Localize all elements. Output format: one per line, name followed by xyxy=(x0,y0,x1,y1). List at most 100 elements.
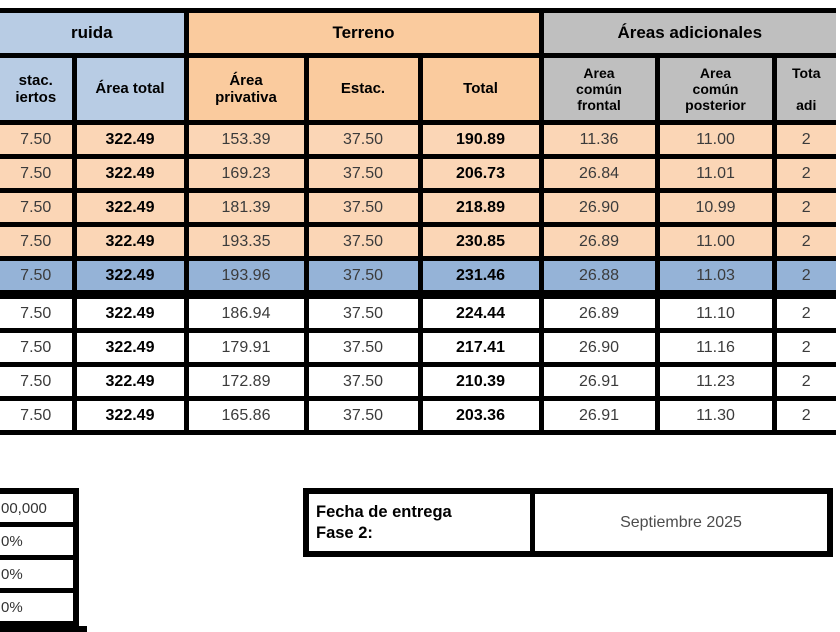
cell: 37.50 xyxy=(303,290,423,333)
table-row: 7.50 322.49 181.39 37.50 218.89 26.90 10… xyxy=(0,188,836,227)
delivery-date-box: Fecha de entrega Fase 2: Septiembre 2025 xyxy=(303,488,833,557)
summary-row-percent-partial: 0% xyxy=(0,527,73,555)
cell: 11.23 xyxy=(654,362,777,401)
cell: 7.50 xyxy=(0,256,77,297)
cell: 26.84 xyxy=(538,154,660,193)
cell: 7.50 xyxy=(0,188,77,227)
cell: 37.50 xyxy=(303,362,423,401)
cell: 37.50 xyxy=(303,222,423,261)
cell: 37.50 xyxy=(303,328,423,367)
cell: 37.50 xyxy=(303,396,423,435)
summary-row-percent-partial: 0% xyxy=(0,560,73,588)
cell: 172.89 xyxy=(183,362,309,401)
cell: 322.49 xyxy=(71,290,189,333)
col-header-area-total: Área total xyxy=(71,53,189,125)
partial-box-top-edge xyxy=(0,626,87,632)
spreadsheet-table: ruida Terreno Áreas adicionales stac. ie… xyxy=(0,8,836,435)
cell-partial: 2 xyxy=(771,188,836,227)
table-row: 7.50 322.49 179.91 37.50 217.41 26.90 11… xyxy=(0,328,836,367)
cell-partial: 2 xyxy=(771,222,836,261)
cell: 193.96 xyxy=(183,256,309,297)
col-header-total-adicionales-partial: Tota adi xyxy=(771,53,836,125)
cell: 7.50 xyxy=(0,290,77,333)
cell: 26.88 xyxy=(538,256,660,297)
cell: 322.49 xyxy=(71,328,189,367)
col-header-total: Total xyxy=(417,53,544,125)
col-header-area-comun-frontal: Area común frontal xyxy=(538,53,660,125)
cell: 10.99 xyxy=(654,188,777,227)
cell: 224.44 xyxy=(417,290,544,333)
cell: 322.49 xyxy=(71,396,189,435)
group-header-row: ruida Terreno Áreas adicionales xyxy=(0,8,836,58)
cell: 190.89 xyxy=(417,120,544,159)
cell: 11.00 xyxy=(654,222,777,261)
cell: 231.46 xyxy=(417,256,544,297)
cell-partial: 2 xyxy=(771,120,836,159)
cell: 26.91 xyxy=(538,362,660,401)
cell: 322.49 xyxy=(71,222,189,261)
cell: 169.23 xyxy=(183,154,309,193)
table-row: 7.50 322.49 193.35 37.50 230.85 26.89 11… xyxy=(0,222,836,261)
cell: 26.90 xyxy=(538,188,660,227)
col-header-area-privativa: Área privativa xyxy=(183,53,309,125)
cell: 322.49 xyxy=(71,256,189,297)
cell: 11.36 xyxy=(538,120,660,159)
cell-partial: 2 xyxy=(771,256,836,297)
cell: 26.91 xyxy=(538,396,660,435)
cell: 186.94 xyxy=(183,290,309,333)
table-row: 7.50 322.49 172.89 37.50 210.39 26.91 11… xyxy=(0,362,836,401)
summary-row-percent-partial: 0% xyxy=(0,593,73,621)
cell: 11.01 xyxy=(654,154,777,193)
cell: 7.50 xyxy=(0,222,77,261)
table-row: 7.50 322.49 165.86 37.50 203.36 26.91 11… xyxy=(0,396,836,435)
cell: 322.49 xyxy=(71,120,189,159)
cell: 165.86 xyxy=(183,396,309,435)
cell: 11.03 xyxy=(654,256,777,297)
cell-partial: 2 xyxy=(771,154,836,193)
cell-partial: 2 xyxy=(771,328,836,367)
cell: 203.36 xyxy=(417,396,544,435)
col-header-area-comun-posterior: Area común posterior xyxy=(654,53,777,125)
cell: 217.41 xyxy=(417,328,544,367)
cell: 210.39 xyxy=(417,362,544,401)
cell: 37.50 xyxy=(303,154,423,193)
summary-row-amount-partial: 00,000 xyxy=(0,494,73,522)
price-summary-box-partial: 00,000 0% 0% 0% xyxy=(0,488,79,627)
cell-partial: 2 xyxy=(771,290,836,333)
cell: 7.50 xyxy=(0,396,77,435)
cell: 179.91 xyxy=(183,328,309,367)
cell-partial: 2 xyxy=(771,362,836,401)
cell: 193.35 xyxy=(183,222,309,261)
cell: 7.50 xyxy=(0,120,77,159)
cell-partial: 2 xyxy=(771,396,836,435)
cell: 7.50 xyxy=(0,154,77,193)
cell: 11.00 xyxy=(654,120,777,159)
column-header-row: stac. iertos Área total Área privativa E… xyxy=(0,53,836,125)
table-row-highlighted: 7.50 322.49 193.96 37.50 231.46 26.88 11… xyxy=(0,256,836,297)
delivery-date-label: Fecha de entrega Fase 2: xyxy=(309,494,535,551)
cell: 322.49 xyxy=(71,154,189,193)
header-terreno: Terreno xyxy=(183,8,544,58)
delivery-date-value: Septiembre 2025 xyxy=(620,513,742,531)
cell: 37.50 xyxy=(303,256,423,297)
cell: 11.30 xyxy=(654,396,777,435)
col-header-estac: Estac. xyxy=(303,53,423,125)
cell: 206.73 xyxy=(417,154,544,193)
cell: 26.90 xyxy=(538,328,660,367)
table-row: 7.50 322.49 169.23 37.50 206.73 26.84 11… xyxy=(0,154,836,193)
table-row: 7.50 322.49 153.39 37.50 190.89 11.36 11… xyxy=(0,120,836,159)
cell: 11.10 xyxy=(654,290,777,333)
cell: 37.50 xyxy=(303,120,423,159)
cell: 7.50 xyxy=(0,362,77,401)
cell: 230.85 xyxy=(417,222,544,261)
cell: 26.89 xyxy=(538,222,660,261)
cell: 153.39 xyxy=(183,120,309,159)
cell: 218.89 xyxy=(417,188,544,227)
cell: 181.39 xyxy=(183,188,309,227)
cell: 11.16 xyxy=(654,328,777,367)
cell: 7.50 xyxy=(0,328,77,367)
cell: 322.49 xyxy=(71,188,189,227)
header-construida-partial: ruida xyxy=(0,8,189,58)
col-header-estac-partial: stac. iertos xyxy=(0,53,77,125)
cell: 322.49 xyxy=(71,362,189,401)
